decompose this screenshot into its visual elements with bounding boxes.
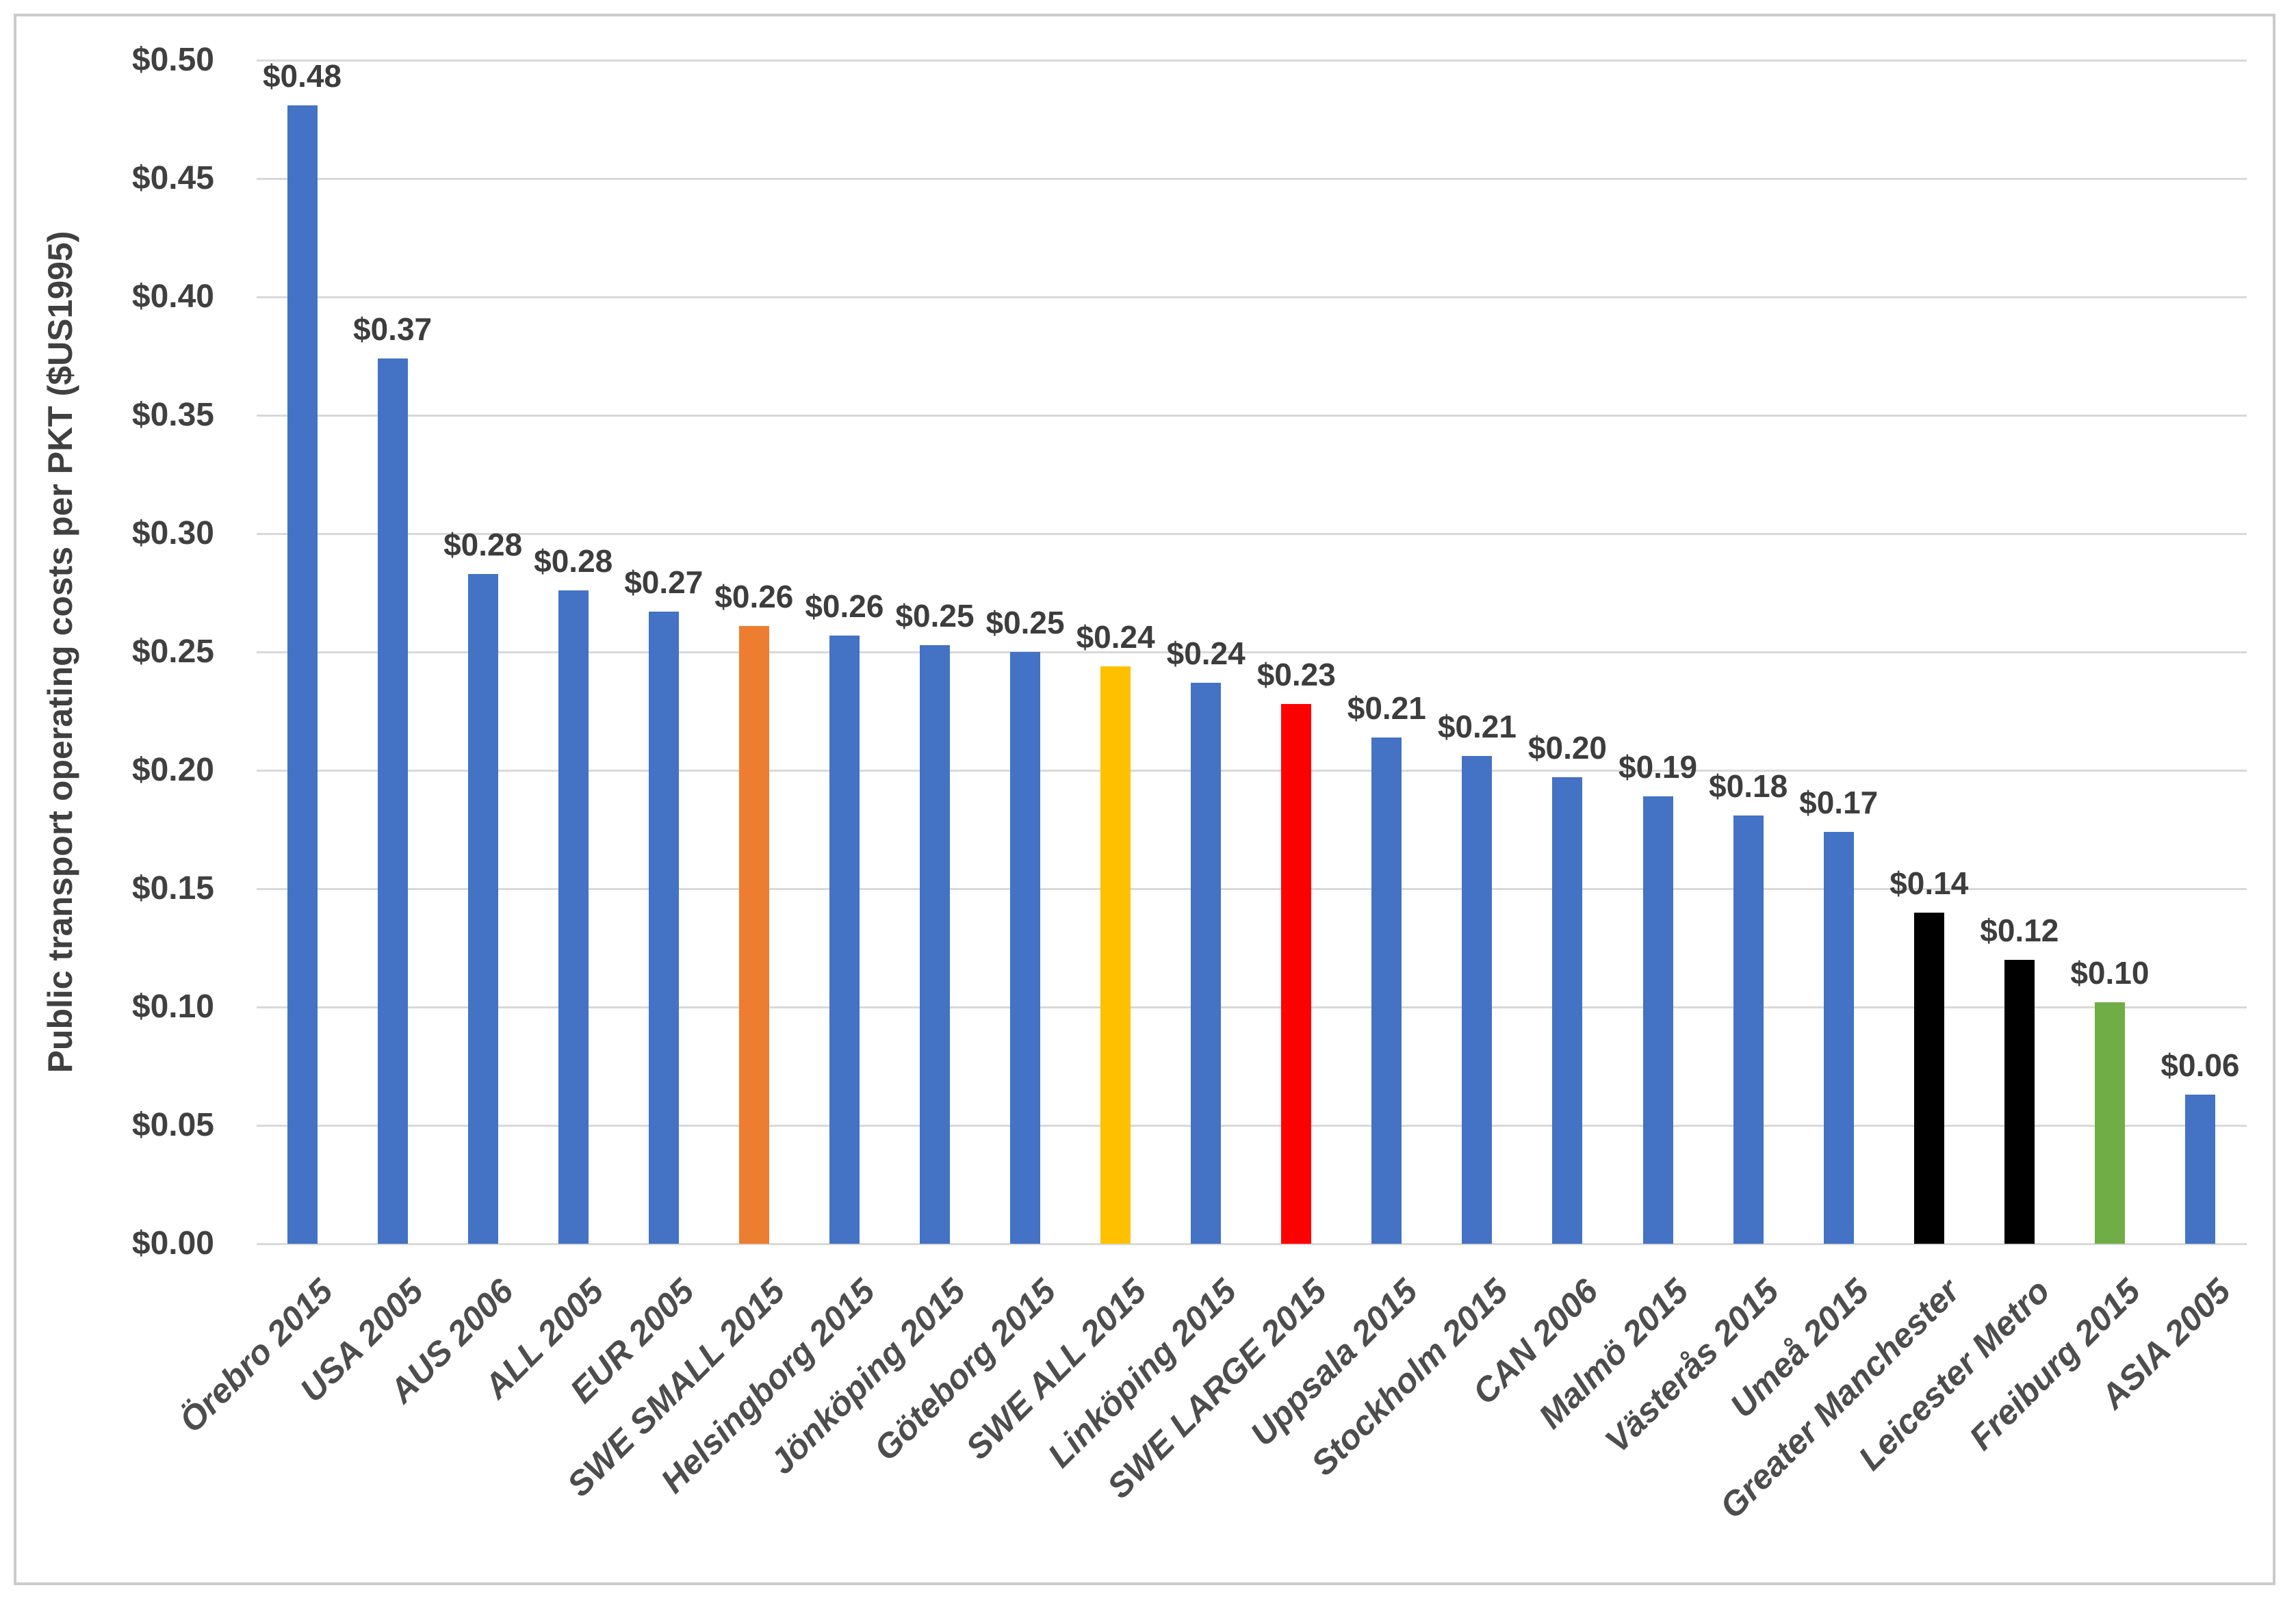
- y-axis-tick-label: $0.40: [131, 278, 214, 315]
- gridline: [257, 296, 2247, 298]
- gridline: [257, 651, 2247, 653]
- bar-uppsala-2015: [1371, 737, 1402, 1244]
- bar-aus-2006: [467, 573, 498, 1244]
- bar-swe-small-2015: [738, 625, 769, 1244]
- data-label: $0.28: [534, 543, 613, 579]
- data-label: $0.10: [2070, 955, 2150, 991]
- bar-can-2006: [1552, 777, 1583, 1244]
- data-label: $0.14: [1889, 865, 1969, 901]
- gridline: [257, 769, 2247, 772]
- data-label: $0.17: [1799, 784, 1879, 820]
- data-label: $0.28: [443, 526, 523, 562]
- data-label: $0.26: [714, 578, 794, 614]
- bar-helsingborg-2015: [829, 635, 860, 1244]
- data-label: $0.25: [895, 597, 975, 634]
- data-label: $0.18: [1709, 768, 1788, 804]
- data-label: $0.21: [1437, 709, 1517, 745]
- y-axis-tick-label: $0.30: [131, 515, 214, 551]
- bar-freiburg-2015: [2094, 1002, 2125, 1244]
- data-label: $0.12: [1980, 912, 2059, 948]
- gridline: [257, 414, 2247, 417]
- y-axis-tick-label: $0.20: [131, 752, 214, 788]
- bar-g-teborg-2015: [1010, 652, 1041, 1244]
- data-label: $0.19: [1618, 749, 1698, 785]
- bar-malm-2015: [1642, 796, 1673, 1244]
- bar--rebro-2015: [287, 105, 318, 1244]
- bar-stockholm-2015: [1462, 756, 1493, 1244]
- y-axis-tick-label: $0.35: [131, 397, 214, 433]
- gridline: [257, 59, 2247, 62]
- y-axis-tick-label: $0.25: [131, 634, 214, 670]
- bar-ume-2015: [1823, 831, 1854, 1244]
- y-axis-tick-label: $0.15: [131, 870, 214, 906]
- gridline: [257, 1242, 2247, 1245]
- bar-greater-manchester: [1913, 912, 1944, 1244]
- y-axis-tick-label: $0.10: [131, 989, 214, 1025]
- bar-asia-2005: [2184, 1095, 2215, 1244]
- gridline: [257, 1124, 2247, 1127]
- gridline: [257, 177, 2247, 180]
- gridline: [257, 532, 2247, 535]
- data-label: $0.27: [624, 564, 704, 601]
- y-axis-tick-label: $0.05: [131, 1107, 214, 1143]
- bar-usa-2005: [377, 358, 408, 1244]
- y-axis-tick-label: $0.45: [131, 160, 214, 196]
- y-axis-tick-label: $0.00: [131, 1225, 214, 1262]
- data-label: $0.24: [1166, 635, 1246, 671]
- data-label: $0.25: [985, 605, 1065, 640]
- bar-all-2005: [558, 590, 589, 1244]
- bar-v-ster-s-2015: [1733, 815, 1764, 1244]
- bar-link-ping-2015: [1191, 682, 1222, 1244]
- data-label: $0.20: [1527, 730, 1608, 766]
- bar-eur-2005: [648, 612, 679, 1244]
- data-label: $0.06: [2160, 1047, 2240, 1084]
- bar-swe-large-2015: [1281, 704, 1312, 1244]
- data-label: $0.26: [805, 588, 884, 624]
- gridline: [257, 887, 2247, 890]
- data-label: $0.21: [1347, 690, 1426, 726]
- data-label: $0.23: [1256, 657, 1336, 693]
- data-label: $0.48: [262, 57, 342, 94]
- bar-j-nk-ping-2015: [919, 644, 950, 1244]
- y-axis-tick-label: $0.50: [131, 42, 214, 78]
- gridline: [257, 1006, 2247, 1008]
- x-axis-category-label: Örebro 2015: [171, 1271, 340, 1440]
- bar-swe-all-2015: [1100, 666, 1131, 1244]
- data-label: $0.24: [1076, 618, 1155, 655]
- data-label: $0.37: [353, 311, 433, 347]
- bar-leicester-metro: [2004, 959, 2035, 1244]
